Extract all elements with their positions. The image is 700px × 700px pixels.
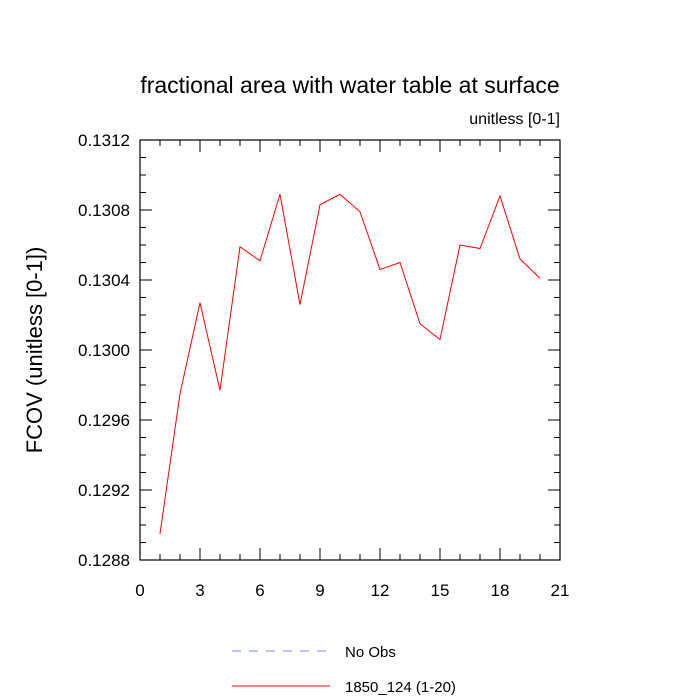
- legend: No Obs 1850_124 (1-20): [232, 644, 456, 696]
- legend-label-1850-124: 1850_124 (1-20): [345, 679, 456, 696]
- x-tick-label: 12: [371, 581, 390, 600]
- chart-subtitle: unitless [0-1]: [469, 111, 560, 128]
- x-tick-label: 6: [255, 581, 264, 600]
- series-lines: [159, 193, 541, 534]
- plot-frame: [139, 139, 561, 561]
- axis-ticks: [139, 139, 561, 561]
- x-tick-label: 15: [431, 581, 450, 600]
- series-line-1850-124-1-20-: [159, 193, 541, 534]
- x-tick-label: 9: [315, 581, 324, 600]
- y-tick-label: 0.1300: [78, 341, 130, 360]
- legend-label-no-obs: No Obs: [345, 644, 396, 661]
- y-tick-label: 0.1308: [78, 201, 130, 220]
- x-tick-label: 21: [551, 581, 570, 600]
- y-tick-label: 0.1288: [78, 551, 130, 570]
- y-tick-label: 0.1304: [78, 271, 130, 290]
- x-tick-label: 18: [491, 581, 510, 600]
- y-tick-label: 0.1312: [78, 131, 130, 150]
- y-tick-label: 0.1296: [78, 411, 130, 430]
- y-tick-label: 0.1292: [78, 481, 130, 500]
- tick-labels: 0 3 6 9 12 15 18 21 0.1288 0.1292 0.1296 0.1300 0.13…: [78, 131, 569, 600]
- y-axis-label: FCOV (unitless [0-1]): [22, 247, 47, 454]
- x-tick-label: 0: [135, 581, 144, 600]
- x-tick-label: 3: [195, 581, 204, 600]
- chart-title: fractional area with water table at surf…: [140, 72, 559, 98]
